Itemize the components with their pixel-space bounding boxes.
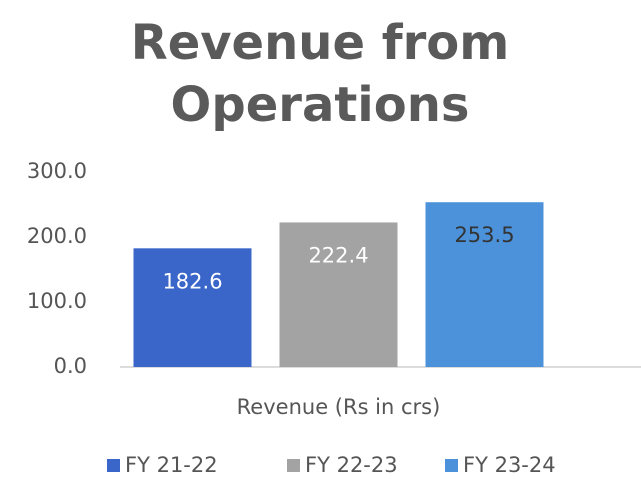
bar bbox=[133, 248, 252, 367]
legend-swatch bbox=[287, 459, 300, 472]
legend-swatch bbox=[445, 459, 458, 472]
y-tick-label: 300.0 bbox=[27, 159, 87, 183]
value-label: 222.4 bbox=[308, 243, 368, 267]
x-tick-label: Revenue (Rs in crs) bbox=[237, 395, 441, 419]
legend-label: FY 21-22 bbox=[125, 453, 218, 477]
legend-label: FY 23-24 bbox=[463, 453, 556, 477]
legend-swatch bbox=[107, 459, 120, 472]
value-label: 182.6 bbox=[162, 269, 222, 293]
bar bbox=[425, 202, 544, 367]
value-label: 253.5 bbox=[454, 223, 514, 247]
chart-title: Revenue from Operations bbox=[130, 15, 510, 133]
y-tick-label: 100.0 bbox=[27, 289, 87, 313]
bar bbox=[279, 222, 398, 367]
legend-label: FY 22-23 bbox=[305, 453, 398, 477]
y-tick-label: 0.0 bbox=[54, 354, 87, 378]
y-tick-label: 200.0 bbox=[27, 224, 87, 248]
